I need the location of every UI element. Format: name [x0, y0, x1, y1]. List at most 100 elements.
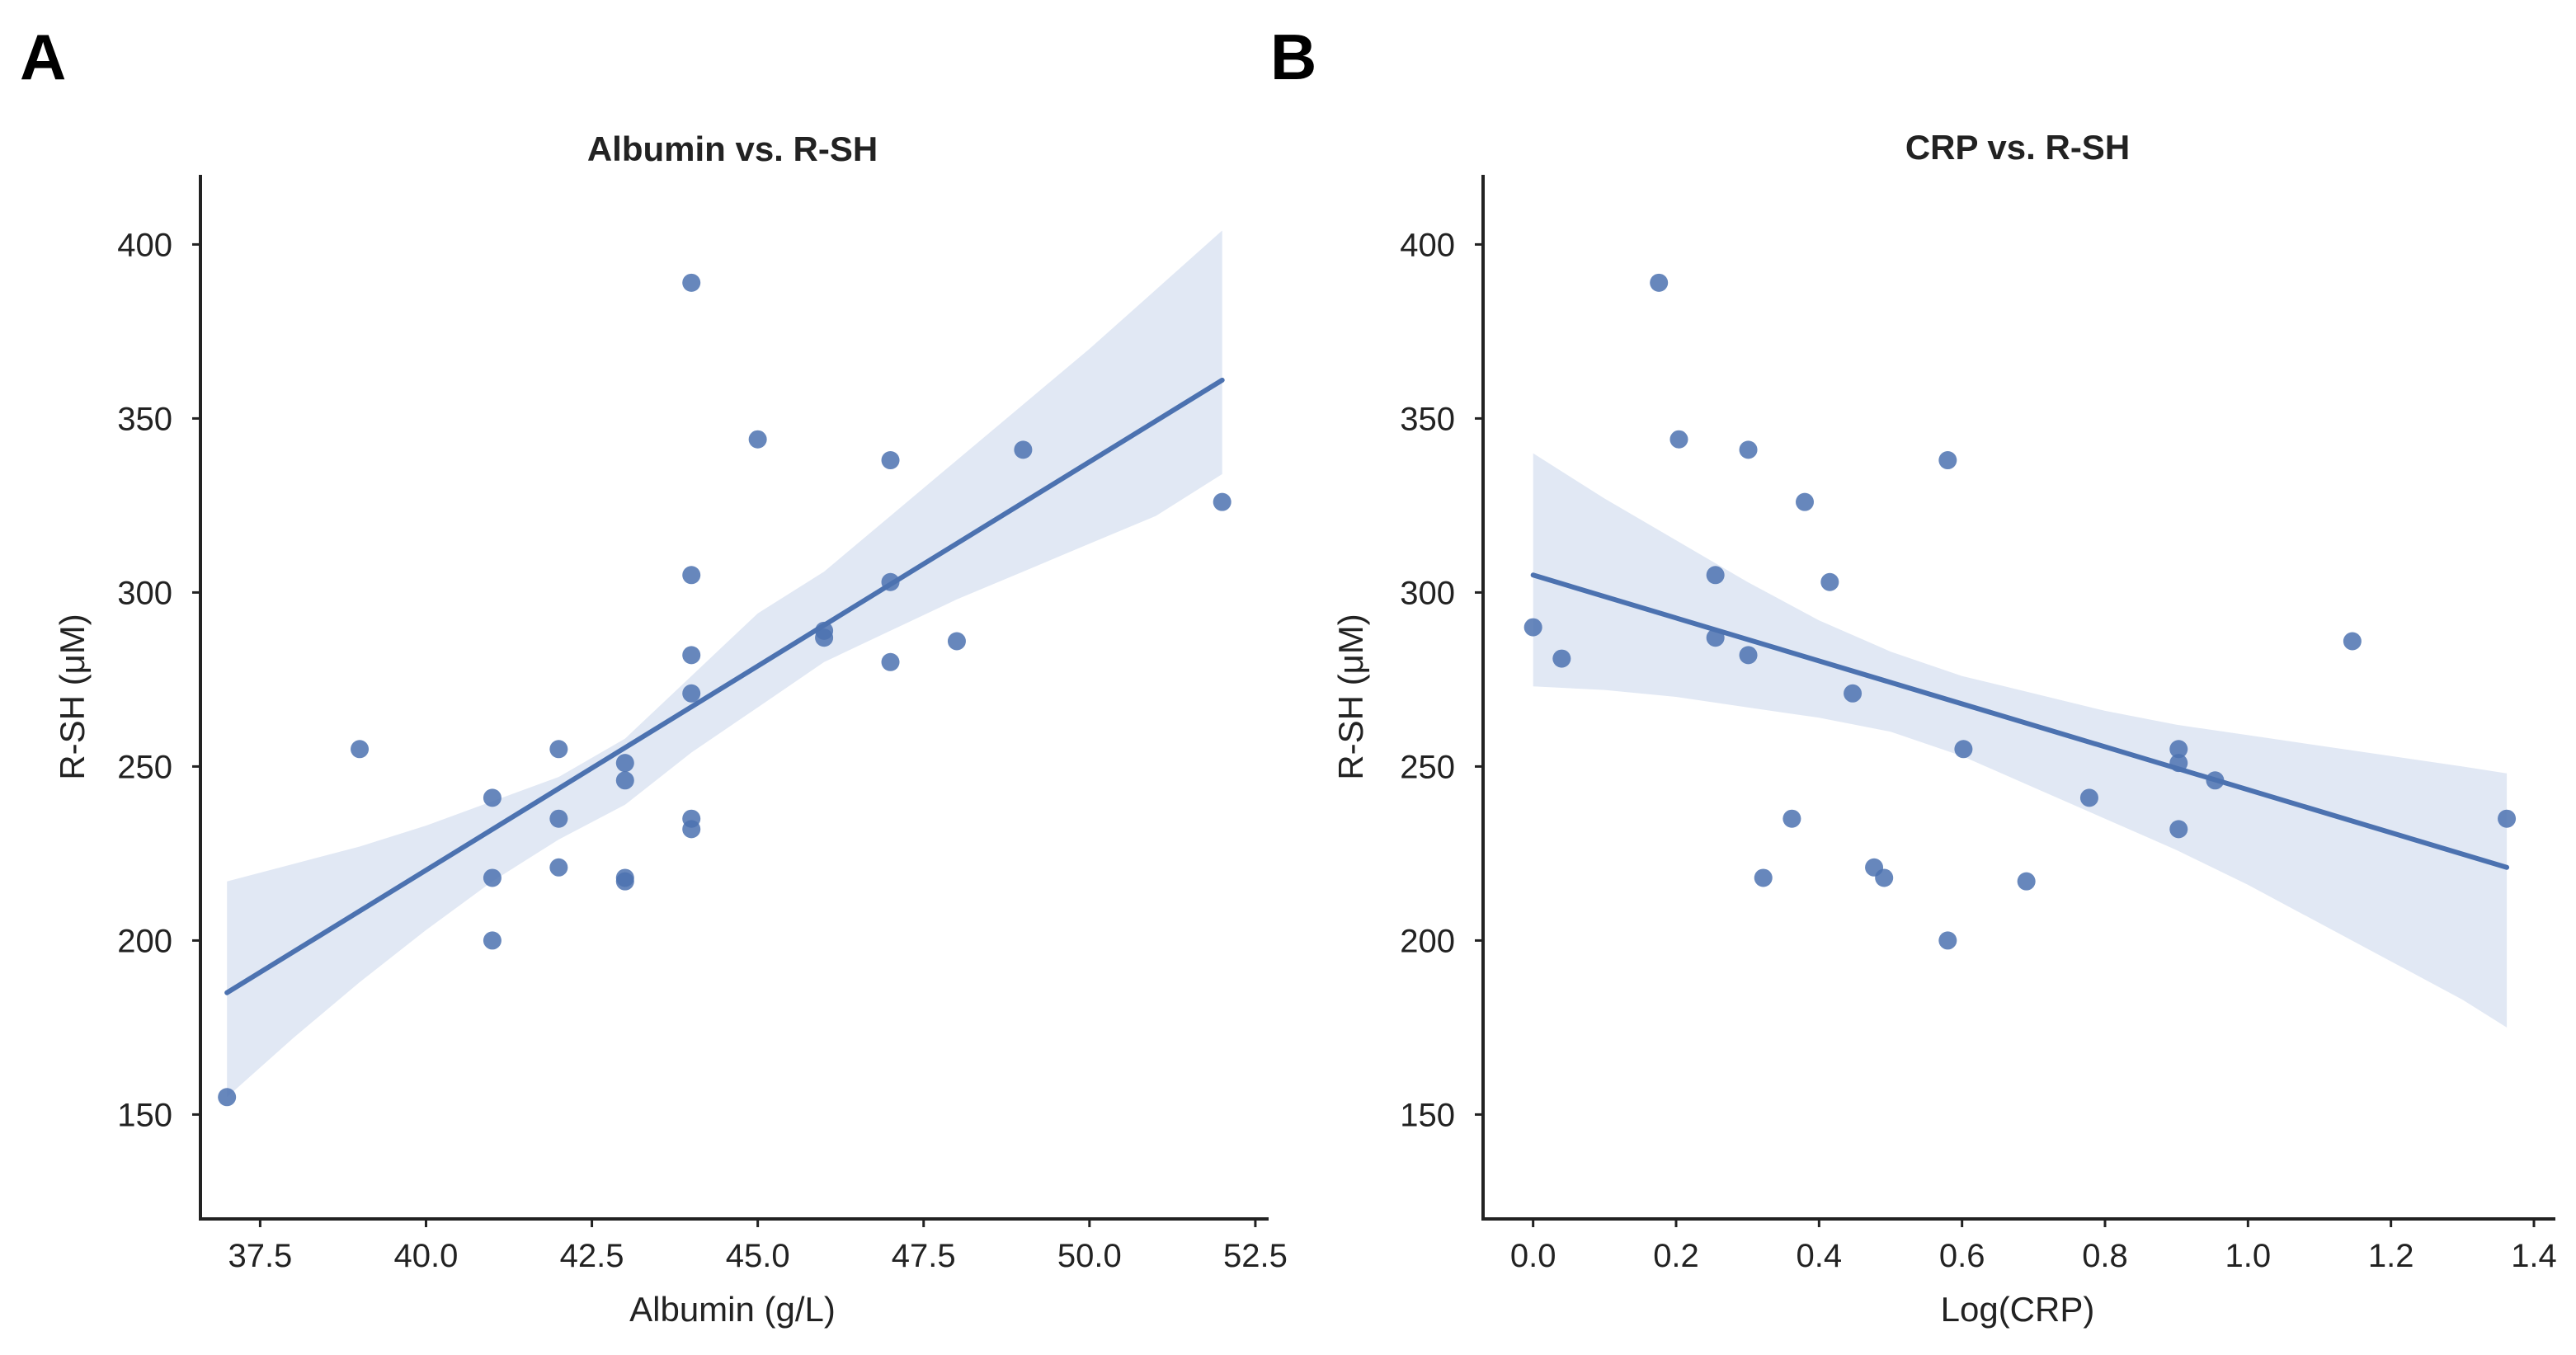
regression-line — [1530, 572, 2510, 870]
y-tick-label: 150 — [117, 1097, 172, 1133]
y-tick-label: 400 — [117, 227, 172, 263]
x-tick-labels: 0.0 0.2 0.4 0.6 0.8 1.0 1.2 1.4 — [1510, 1219, 2557, 1274]
data-point — [1754, 868, 1773, 887]
data-point — [881, 451, 900, 470]
panel-letter-a: A — [20, 21, 66, 93]
y-tick-label: 200 — [117, 923, 172, 959]
data-point — [1650, 273, 1669, 292]
data-point — [1669, 430, 1688, 449]
data-point — [2498, 809, 2517, 828]
data-point — [549, 858, 568, 877]
y-tick-label: 300 — [1400, 575, 1455, 611]
data-point — [1938, 931, 1957, 950]
panel-letter-b: B — [1270, 21, 1316, 93]
data-point — [351, 740, 370, 759]
data-point — [483, 931, 502, 950]
data-point — [881, 572, 900, 591]
y-tick-label: 200 — [1400, 923, 1455, 959]
data-points — [1523, 273, 2517, 950]
data-point — [1844, 684, 1863, 703]
data-point — [615, 872, 634, 891]
x-axis-label: Albumin (g/L) — [629, 1290, 836, 1329]
chart-title: CRP vs. R-SH — [1905, 128, 2130, 167]
data-point — [815, 628, 834, 647]
data-point — [1820, 572, 1839, 591]
data-point — [2343, 632, 2362, 651]
confidence-band-layer — [1533, 453, 2508, 1028]
chart-title: Albumin vs. R-SH — [587, 129, 878, 168]
confidence-band — [1533, 453, 2508, 1028]
regression-line-layer — [224, 377, 1225, 995]
x-tick-label: 1.0 — [2225, 1238, 2272, 1274]
y-tick-label: 250 — [1400, 749, 1455, 785]
data-point — [2017, 872, 2036, 891]
x-tick-label: 0.6 — [1939, 1238, 1985, 1274]
data-point — [1706, 566, 1725, 585]
data-point — [682, 646, 701, 665]
data-point — [483, 788, 502, 807]
data-point — [2206, 771, 2225, 790]
data-point — [483, 868, 502, 887]
y-tick-label: 400 — [1400, 227, 1455, 263]
panel-a: A Albumin vs. R-SH 37.5 40.0 42.5 45.0 47.5 5… — [20, 21, 1288, 1329]
x-tick-label: 0.0 — [1510, 1238, 1556, 1274]
data-point — [1706, 628, 1725, 647]
x-tick-label: 50.0 — [1057, 1238, 1122, 1274]
x-tick-label: 47.5 — [892, 1238, 956, 1274]
data-point — [549, 740, 568, 759]
x-tick-label: 0.8 — [2082, 1238, 2128, 1274]
data-point — [218, 1088, 237, 1107]
x-tick-label: 37.5 — [228, 1238, 292, 1274]
data-point — [2169, 820, 2188, 839]
x-tick-label: 40.0 — [394, 1238, 459, 1274]
data-point — [1739, 440, 1758, 459]
y-tick-label: 350 — [1400, 401, 1455, 437]
y-axis-label: R-SH (μM) — [1331, 614, 1370, 780]
data-point — [1552, 649, 1571, 668]
y-tick-label: 250 — [117, 749, 172, 785]
data-point — [947, 632, 966, 651]
confidence-band — [227, 230, 1222, 1098]
panel-b: B CRP vs. R-SH 0.0 0.2 0.4 0.6 0.8 1.0 1.2 1.4 … — [1270, 21, 2557, 1329]
y-tick-label: 350 — [117, 401, 172, 437]
y-tick-label: 300 — [117, 575, 172, 611]
data-point — [748, 430, 767, 449]
data-point — [549, 809, 568, 828]
data-points — [218, 273, 1231, 1107]
y-tick-label: 150 — [1400, 1097, 1455, 1133]
data-point — [2079, 788, 2098, 807]
x-tick-label: 52.5 — [1223, 1238, 1288, 1274]
data-point — [2169, 754, 2188, 773]
regression-line — [224, 377, 1225, 995]
data-point — [1782, 809, 1801, 828]
data-point — [615, 771, 634, 790]
y-tick-labels: 150 200 250 300 350 400 — [1400, 227, 1483, 1133]
data-point — [1213, 492, 1231, 511]
data-point — [1796, 492, 1814, 511]
data-point — [1523, 618, 1542, 637]
regression-line-layer — [1530, 572, 2510, 870]
data-point — [881, 652, 900, 671]
x-tick-label: 1.4 — [2511, 1238, 2557, 1274]
data-point — [1875, 868, 1894, 887]
data-point — [1938, 451, 1957, 470]
data-point — [1739, 646, 1758, 665]
x-tick-label: 0.2 — [1653, 1238, 1699, 1274]
x-axis-label: Log(CRP) — [1941, 1290, 2095, 1329]
data-point — [682, 566, 701, 585]
data-point — [682, 273, 701, 292]
y-tick-labels: 150 200 250 300 350 400 — [117, 227, 200, 1133]
x-tick-labels: 37.5 40.0 42.5 45.0 47.5 50.0 52.5 — [228, 1219, 1288, 1274]
data-point — [1954, 740, 1973, 759]
x-tick-label: 42.5 — [560, 1238, 624, 1274]
data-point — [682, 684, 701, 703]
x-tick-label: 45.0 — [726, 1238, 790, 1274]
data-point — [1014, 440, 1033, 459]
data-point — [615, 754, 634, 773]
x-tick-label: 1.2 — [2368, 1238, 2414, 1274]
data-point — [2169, 740, 2188, 759]
confidence-band-layer — [227, 230, 1222, 1098]
y-axis-label: R-SH (μM) — [53, 614, 92, 780]
x-tick-label: 0.4 — [1797, 1238, 1843, 1274]
